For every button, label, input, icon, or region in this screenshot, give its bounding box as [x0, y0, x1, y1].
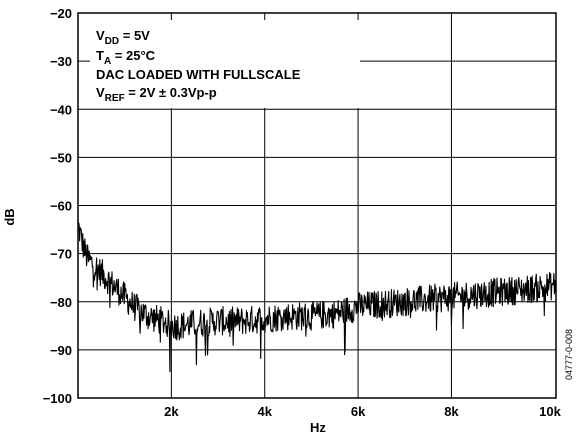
series-line: [77, 220, 557, 373]
annotation-background: [90, 20, 360, 108]
grid: [78, 13, 556, 398]
annotation-vref-value: = 2V ± 0.3Vp-p: [125, 85, 217, 100]
annotation-vref-symbol: V: [96, 85, 105, 100]
annotation-vref-subscript: REF: [105, 93, 125, 104]
figure-code: 04777-0-008: [564, 329, 574, 380]
annotation-vdd-subscript: DD: [105, 36, 119, 47]
y-tick-label: −90: [50, 343, 72, 358]
x-tick-label: 6k: [351, 404, 366, 419]
annotation-vdd: VDD = 5V: [96, 28, 150, 47]
y-tick-label: −30: [50, 54, 72, 69]
y-tick-labels: −20 −30 −40 −50 −60 −70 −80 −90 −100: [43, 6, 72, 406]
x-tick-label: 10k: [539, 404, 561, 419]
series-layer: [77, 220, 557, 373]
annotation-ta-subscript: A: [104, 56, 111, 67]
annotation-ta-value: = 25°C: [111, 48, 155, 63]
annotation-box: VDD = 5V TA = 25°C DAC LOADED WITH FULLS…: [96, 28, 301, 104]
y-tick-label: −80: [50, 295, 72, 310]
plot-frame: [77, 12, 557, 399]
x-tick-label: 8k: [444, 404, 459, 419]
annotation-vref: VREF = 2V ± 0.3Vp-p: [96, 85, 217, 104]
annotation-dac-loaded: DAC LOADED WITH FULLSCALE: [96, 67, 301, 82]
y-tick-label: −50: [50, 150, 72, 165]
y-tick-label: −40: [50, 102, 72, 117]
annotation-ta: TA = 25°C: [96, 48, 156, 67]
x-tick-label: 4k: [257, 404, 272, 419]
x-tick-labels: 2k 4k 6k 8k 10k: [164, 404, 561, 419]
annotation-vdd-symbol: V: [96, 28, 105, 43]
annotation-vdd-value: = 5V: [119, 28, 150, 43]
annotation-ta-symbol: T: [96, 48, 104, 63]
y-tick-label: −20: [50, 6, 72, 21]
x-tick-label: 2k: [164, 404, 179, 419]
y-tick-label: −60: [50, 199, 72, 214]
y-tick-label: −70: [50, 247, 72, 262]
y-tick-label: −100: [43, 391, 72, 406]
x-axis-title: Hz: [310, 420, 326, 435]
y-axis-title: dB: [2, 208, 17, 225]
